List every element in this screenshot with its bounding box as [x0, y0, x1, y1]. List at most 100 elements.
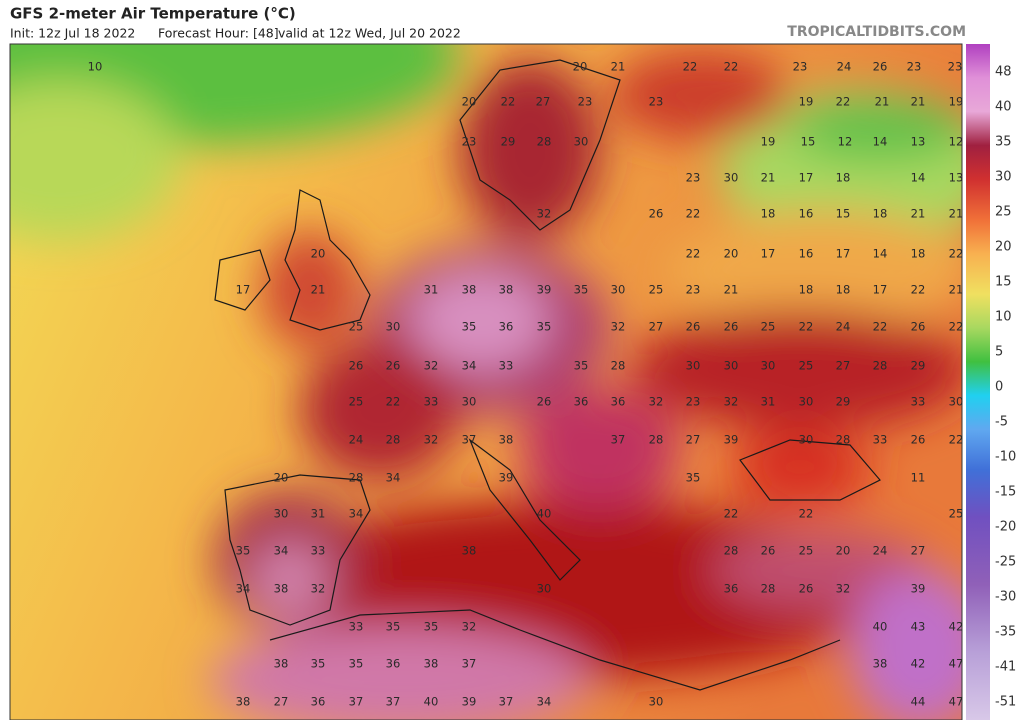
temperature-label: 29 — [501, 135, 516, 149]
temperature-label: 15 — [801, 135, 816, 149]
temperature-label: 26 — [911, 320, 926, 334]
temperature-label: 47 — [949, 657, 964, 671]
temperature-label: 24 — [836, 320, 851, 334]
temperature-label: 25 — [799, 544, 814, 558]
temperature-label: 26 — [761, 544, 776, 558]
title: GFS 2-meter Air Temperature (°C) — [10, 5, 296, 23]
temperature-label: 22 — [836, 95, 851, 109]
temperature-label: 34 — [274, 544, 289, 558]
temperature-label: 38 — [499, 433, 514, 447]
temperature-label: 27 — [536, 95, 551, 109]
colorbar-label: -15 — [995, 485, 1016, 500]
temperature-label: 26 — [386, 359, 401, 373]
temperature-label: 31 — [311, 507, 326, 521]
temperature-label: 17 — [799, 171, 814, 185]
temperature-label: 21 — [611, 60, 626, 74]
temperature-label: 24 — [873, 544, 888, 558]
temperature-label: 40 — [873, 620, 888, 634]
temperature-label: 23 — [907, 60, 922, 74]
temperature-label: 34 — [349, 507, 364, 521]
temperature-label: 47 — [949, 695, 964, 709]
temperature-label: 32 — [649, 395, 664, 409]
colorbar-label: 5 — [995, 345, 1003, 360]
temperature-label: 22 — [799, 320, 814, 334]
temperature-label: 25 — [799, 359, 814, 373]
temperature-label: 43 — [911, 620, 926, 634]
temperature-label: 12 — [838, 135, 853, 149]
temperature-label: 30 — [949, 395, 964, 409]
temperature-label: 30 — [724, 171, 739, 185]
temperature-label: 22 — [949, 433, 964, 447]
temperature-label: 30 — [274, 507, 289, 521]
temperature-label: 19 — [799, 95, 814, 109]
temperature-label: 28 — [386, 433, 401, 447]
temperature-label: 23 — [948, 60, 963, 74]
temperature-label: 22 — [724, 60, 739, 74]
site-name: TROPICALTIDBITS.COM — [787, 24, 966, 40]
temperature-label: 22 — [911, 283, 926, 297]
temperature-label: 28 — [537, 135, 552, 149]
temperature-label: 35 — [236, 544, 251, 558]
temperature-label: 38 — [424, 657, 439, 671]
temperature-label: 38 — [873, 657, 888, 671]
temperature-label: 39 — [724, 433, 739, 447]
temperature-label: 33 — [349, 620, 364, 634]
temperature-label: 30 — [761, 359, 776, 373]
temperature-label: 18 — [836, 283, 851, 297]
temperature-label: 15 — [836, 207, 851, 221]
temperature-label: 22 — [799, 507, 814, 521]
temperature-label: 20 — [724, 247, 739, 261]
temperature-label: 21 — [911, 95, 926, 109]
temperature-label: 27 — [274, 695, 289, 709]
colorbar-label: 30 — [995, 170, 1012, 185]
temperature-label: 38 — [274, 582, 289, 596]
temperature-label: 34 — [386, 471, 401, 485]
temperature-label: 32 — [424, 433, 439, 447]
colorbar-label: 35 — [995, 135, 1012, 150]
temperature-label: 22 — [501, 95, 516, 109]
temperature-label: 22 — [386, 395, 401, 409]
temperature-label: 38 — [499, 283, 514, 297]
temperature-label: 37 — [462, 433, 477, 447]
init: Init: 12z Jul 18 2022 — [10, 26, 135, 41]
temperature-label: 26 — [537, 395, 552, 409]
temperature-label: 37 — [386, 695, 401, 709]
temperature-label: 28 — [349, 471, 364, 485]
temperature-label: 28 — [873, 359, 888, 373]
colorbar-label: 20 — [995, 240, 1012, 255]
temperature-label: 27 — [686, 433, 701, 447]
temperature-label: 16 — [799, 207, 814, 221]
colorbar-label: -30 — [995, 590, 1016, 605]
temperature-label: 22 — [873, 320, 888, 334]
temperature-label: 36 — [574, 395, 589, 409]
temperature-label: 25 — [761, 320, 776, 334]
temperature-label: 35 — [574, 283, 589, 297]
temperature-label: 39 — [499, 471, 514, 485]
temperature-label: 33 — [311, 544, 326, 558]
temperature-label: 37 — [349, 695, 364, 709]
temperature-label: 32 — [611, 320, 626, 334]
forecast-hour: Forecast Hour: [48] — [158, 26, 279, 41]
temperature-label: 37 — [462, 657, 477, 671]
temperature-label: 28 — [761, 582, 776, 596]
temperature-label: 12 — [949, 135, 964, 149]
temperature-label: 32 — [537, 207, 552, 221]
temperature-label: 22 — [683, 60, 698, 74]
temperature-label: 23 — [793, 60, 808, 74]
temperature-label: 36 — [386, 657, 401, 671]
temperature-label: 17 — [873, 283, 888, 297]
temperature-label: 17 — [836, 247, 851, 261]
temperature-label: 21 — [875, 95, 890, 109]
temperature-label: 44 — [911, 695, 926, 709]
temperature-label: 35 — [386, 620, 401, 634]
colorbar-label: -25 — [995, 555, 1016, 570]
temperature-label: 23 — [686, 283, 701, 297]
temperature-label: 30 — [724, 359, 739, 373]
temperature-label: 23 — [686, 171, 701, 185]
temperature-label: 26 — [649, 207, 664, 221]
temperature-label: 28 — [836, 433, 851, 447]
temperature-label: 38 — [274, 657, 289, 671]
colorbar-label: -41 — [995, 660, 1016, 675]
temperature-label: 24 — [837, 60, 852, 74]
